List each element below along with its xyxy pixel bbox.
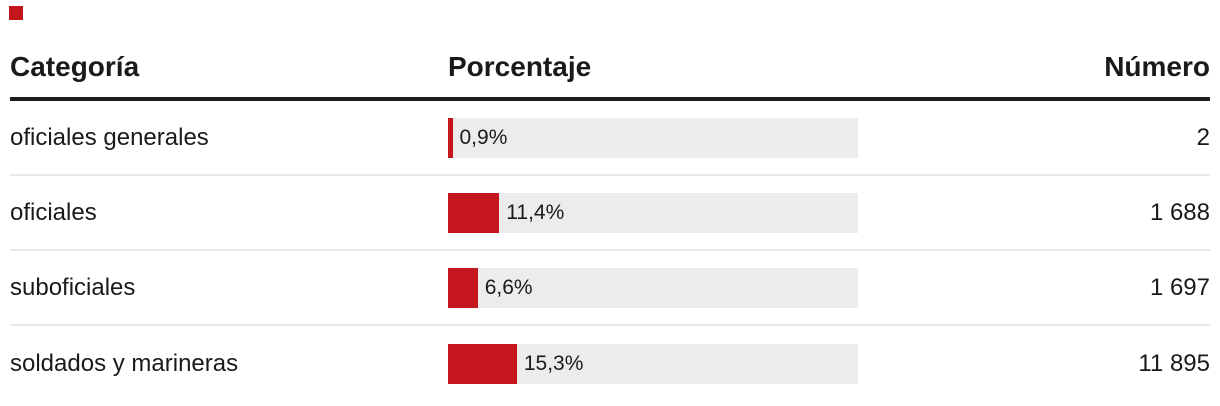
legend-color-marker [9, 6, 23, 20]
percentage-bar-track: 11,4% [448, 192, 858, 233]
column-header-category: Categoría [10, 51, 140, 82]
percentage-bar [448, 192, 500, 233]
percentage-label: 15,3% [523, 351, 584, 375]
table-row: oficiales generales 0,9% 2 [10, 101, 1210, 176]
percentage-bar-track: 6,6% [448, 267, 858, 308]
category-label: soldados y marineras [10, 349, 239, 377]
category-label: oficiales [10, 198, 97, 226]
number-value: 2 [1196, 123, 1210, 151]
percentage-bar-track: 0,9% [448, 117, 858, 158]
category-label: oficiales generales [10, 123, 209, 151]
percentage-label: 0,9% [459, 125, 508, 149]
header-divider [10, 97, 1210, 101]
table-row: suboficiales 6,6% 1 697 [10, 251, 1210, 326]
column-header-number: Número [1104, 51, 1210, 82]
table-row: soldados y marineras 15,3% 11 895 [10, 326, 1210, 401]
table-row: oficiales 11,4% 1 688 [10, 176, 1210, 251]
number-value: 11 895 [1138, 349, 1210, 377]
percentage-bar [448, 267, 478, 308]
category-label: suboficiales [10, 273, 136, 301]
percentage-label: 6,6% [484, 275, 533, 299]
percentage-bar [448, 117, 453, 158]
table-header-row: Categoría Porcentaje Número [0, 0, 1220, 97]
column-header-percentage: Porcentaje [448, 51, 592, 82]
number-value: 1 697 [1149, 273, 1210, 301]
percentage-bar [448, 343, 517, 384]
percentage-bar-track: 15,3% [448, 343, 858, 384]
number-value: 1 688 [1149, 198, 1210, 226]
percentage-label: 11,4% [506, 200, 565, 224]
